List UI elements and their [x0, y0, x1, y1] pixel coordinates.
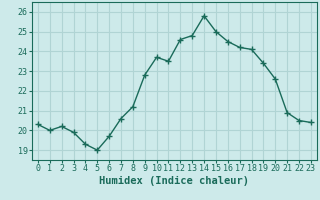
X-axis label: Humidex (Indice chaleur): Humidex (Indice chaleur): [100, 176, 249, 186]
